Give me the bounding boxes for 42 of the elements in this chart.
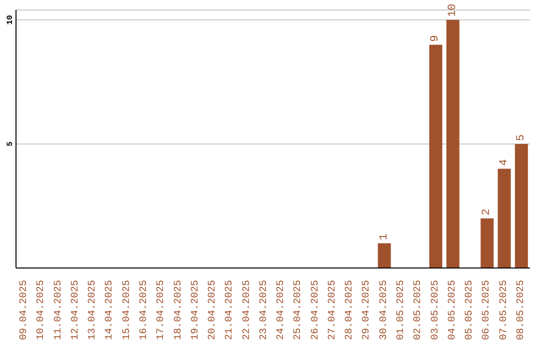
x-tick-label: 08.05.2025 (516, 280, 527, 340)
x-tick-label: 26.04.2025 (310, 280, 322, 340)
x-tick-label: 11.04.2025 (53, 280, 64, 340)
x-tick-label: 20.04.2025 (208, 280, 219, 340)
x-tick-label: 29.04.2025 (362, 280, 373, 340)
x-tick-label: 06.05.2025 (482, 280, 493, 340)
bar (498, 168, 511, 268)
x-tick-label: 14.04.2025 (104, 280, 116, 340)
data-label: 1 (378, 233, 390, 240)
x-tick-label: 24.04.2025 (276, 280, 288, 340)
data-label: 9 (430, 35, 442, 42)
bar (446, 20, 460, 268)
x-tick-label: 18.04.2025 (173, 280, 184, 340)
x-tick-label: 25.04.2025 (293, 280, 304, 340)
x-tick-label: 19.04.2025 (190, 280, 202, 340)
x-tick-label: 09.04.2025 (19, 280, 30, 340)
x-tick-label: 13.04.2025 (88, 280, 99, 340)
x-tick-label: 21.04.2025 (224, 280, 236, 340)
x-tick-label: 16.04.2025 (139, 280, 150, 340)
x-tick-label: 01.05.2025 (396, 280, 407, 340)
bar (429, 44, 442, 268)
data-label: 4 (498, 158, 510, 166)
x-tick-label: 30.04.2025 (378, 280, 390, 340)
x-tick-label: 17.04.2025 (156, 280, 168, 340)
bar (480, 218, 494, 268)
x-tick-label: 28.04.2025 (344, 280, 356, 340)
data-label: 10 (446, 4, 459, 17)
x-tick-label: 22.04.2025 (242, 280, 253, 340)
x-tick-label: 05.05.2025 (464, 280, 476, 340)
bar (514, 144, 528, 268)
x-tick-label: 27.04.2025 (327, 280, 338, 340)
x-tick-label: 03.05.2025 (430, 280, 442, 340)
data-label: 5 (515, 134, 528, 141)
x-tick-label: 02.05.2025 (413, 280, 424, 340)
x-tick-label: 12.04.2025 (70, 280, 82, 340)
x-tick-label: 23.04.2025 (258, 280, 270, 340)
data-label: 2 (481, 208, 494, 216)
x-tick-label: 04.05.2025 (447, 280, 458, 340)
x-tick-label: 15.04.2025 (122, 280, 133, 340)
bar (378, 243, 391, 268)
x-tick-label: 10.04.2025 (36, 280, 48, 340)
x-tick-label: 07.05.2025 (498, 280, 510, 340)
